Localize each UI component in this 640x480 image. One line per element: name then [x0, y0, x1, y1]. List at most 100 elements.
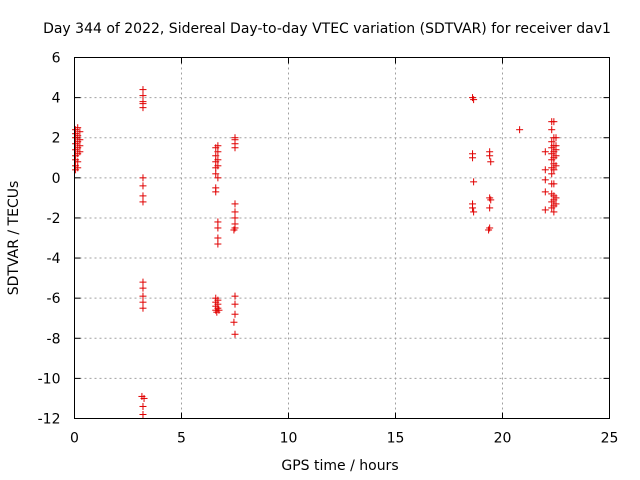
data-point: [139, 284, 147, 292]
data-point: [212, 152, 220, 160]
chart-title: Day 344 of 2022, Sidereal Day-to-day VTE…: [43, 21, 611, 37]
data-point: [214, 240, 222, 248]
data-point: [470, 178, 478, 186]
x-tick-label: 0: [70, 431, 79, 447]
plot-frame: [74, 57, 610, 419]
y-tick-label: -4: [47, 251, 61, 267]
data-point: [230, 318, 238, 326]
y-tick-label: -10: [38, 371, 61, 387]
data-point: [74, 164, 82, 172]
data-point: [231, 200, 239, 208]
data-point: [212, 170, 220, 178]
data-point: [550, 166, 558, 174]
data-point: [139, 100, 147, 108]
data-point: [214, 224, 222, 232]
data-point: [552, 146, 560, 154]
x-tick-label: 5: [177, 431, 186, 447]
data-point: [541, 188, 549, 196]
data-point: [214, 148, 222, 156]
data-point: [485, 226, 493, 234]
data-point: [487, 196, 495, 204]
x-tick-label: 10: [280, 431, 298, 447]
data-point: [548, 126, 556, 134]
data-point: [541, 206, 549, 214]
data-point: [231, 214, 239, 222]
data-point: [486, 152, 494, 160]
y-axis-label: SDTVAR / TECUs: [6, 181, 22, 296]
data-point: [548, 138, 556, 146]
y-tick-label: -2: [47, 211, 61, 227]
data-point: [139, 402, 147, 410]
axis-ticks: 0 5 10 15 20 25 -12 -10 -8 -6 -4 -2 0 2 4 6: [38, 51, 619, 447]
data-point: [139, 92, 147, 100]
data-point: [470, 208, 478, 216]
y-tick-label: -12: [38, 412, 61, 428]
data-point: [541, 176, 549, 184]
data-point: [552, 134, 560, 142]
data-point: [230, 226, 238, 234]
x-tick-label: 15: [387, 431, 405, 447]
y-tick-label: 4: [52, 91, 61, 107]
data-point: [231, 330, 239, 338]
data-point: [212, 188, 220, 196]
data-point: [76, 128, 84, 136]
data-point: [214, 218, 222, 226]
data-point: [552, 152, 560, 160]
data-points: [72, 86, 560, 418]
data-point: [139, 182, 147, 190]
data-point: [231, 144, 239, 152]
data-point: [550, 180, 558, 188]
data-point: [231, 300, 239, 308]
data-point: [139, 304, 147, 312]
data-point: [470, 96, 478, 104]
data-point: [516, 126, 524, 134]
y-tick-label: -8: [47, 331, 61, 347]
y-tick-label: -6: [47, 291, 61, 307]
data-point: [76, 148, 84, 156]
x-axis-label: GPS time / hours: [281, 458, 398, 474]
data-point: [139, 86, 147, 94]
data-point: [214, 142, 222, 150]
data-point: [231, 136, 239, 144]
data-point: [487, 158, 495, 166]
grid-lines: [74, 57, 610, 419]
data-point: [214, 156, 222, 164]
data-point: [231, 208, 239, 216]
data-point: [139, 174, 147, 182]
data-point: [231, 292, 239, 300]
data-point: [552, 194, 560, 202]
data-point: [231, 310, 239, 318]
data-point: [550, 118, 558, 126]
data-point: [552, 162, 560, 170]
data-point: [541, 148, 549, 156]
data-point: [139, 292, 147, 300]
y-tick-label: 2: [52, 131, 61, 147]
data-point: [76, 142, 84, 150]
data-point: [139, 198, 147, 206]
y-tick-label: 6: [52, 51, 61, 67]
data-point: [552, 200, 560, 208]
data-point: [139, 278, 147, 286]
data-point: [76, 136, 84, 144]
data-point: [550, 208, 558, 216]
data-point: [486, 204, 494, 212]
data-point: [74, 132, 82, 140]
data-point: [548, 170, 556, 178]
data-point: [469, 154, 477, 162]
data-point: [214, 162, 222, 170]
data-point: [541, 166, 549, 174]
y-tick-label: 0: [52, 171, 61, 187]
x-tick-label: 20: [494, 431, 512, 447]
data-point: [140, 394, 148, 402]
data-point: [74, 158, 82, 166]
data-point: [74, 124, 82, 132]
x-tick-label: 25: [601, 431, 619, 447]
data-point: [215, 306, 223, 314]
data-point: [139, 192, 147, 200]
data-point: [214, 234, 222, 242]
data-point: [214, 174, 222, 182]
data-point: [139, 410, 147, 418]
data-point: [469, 204, 477, 212]
data-point: [139, 298, 147, 306]
